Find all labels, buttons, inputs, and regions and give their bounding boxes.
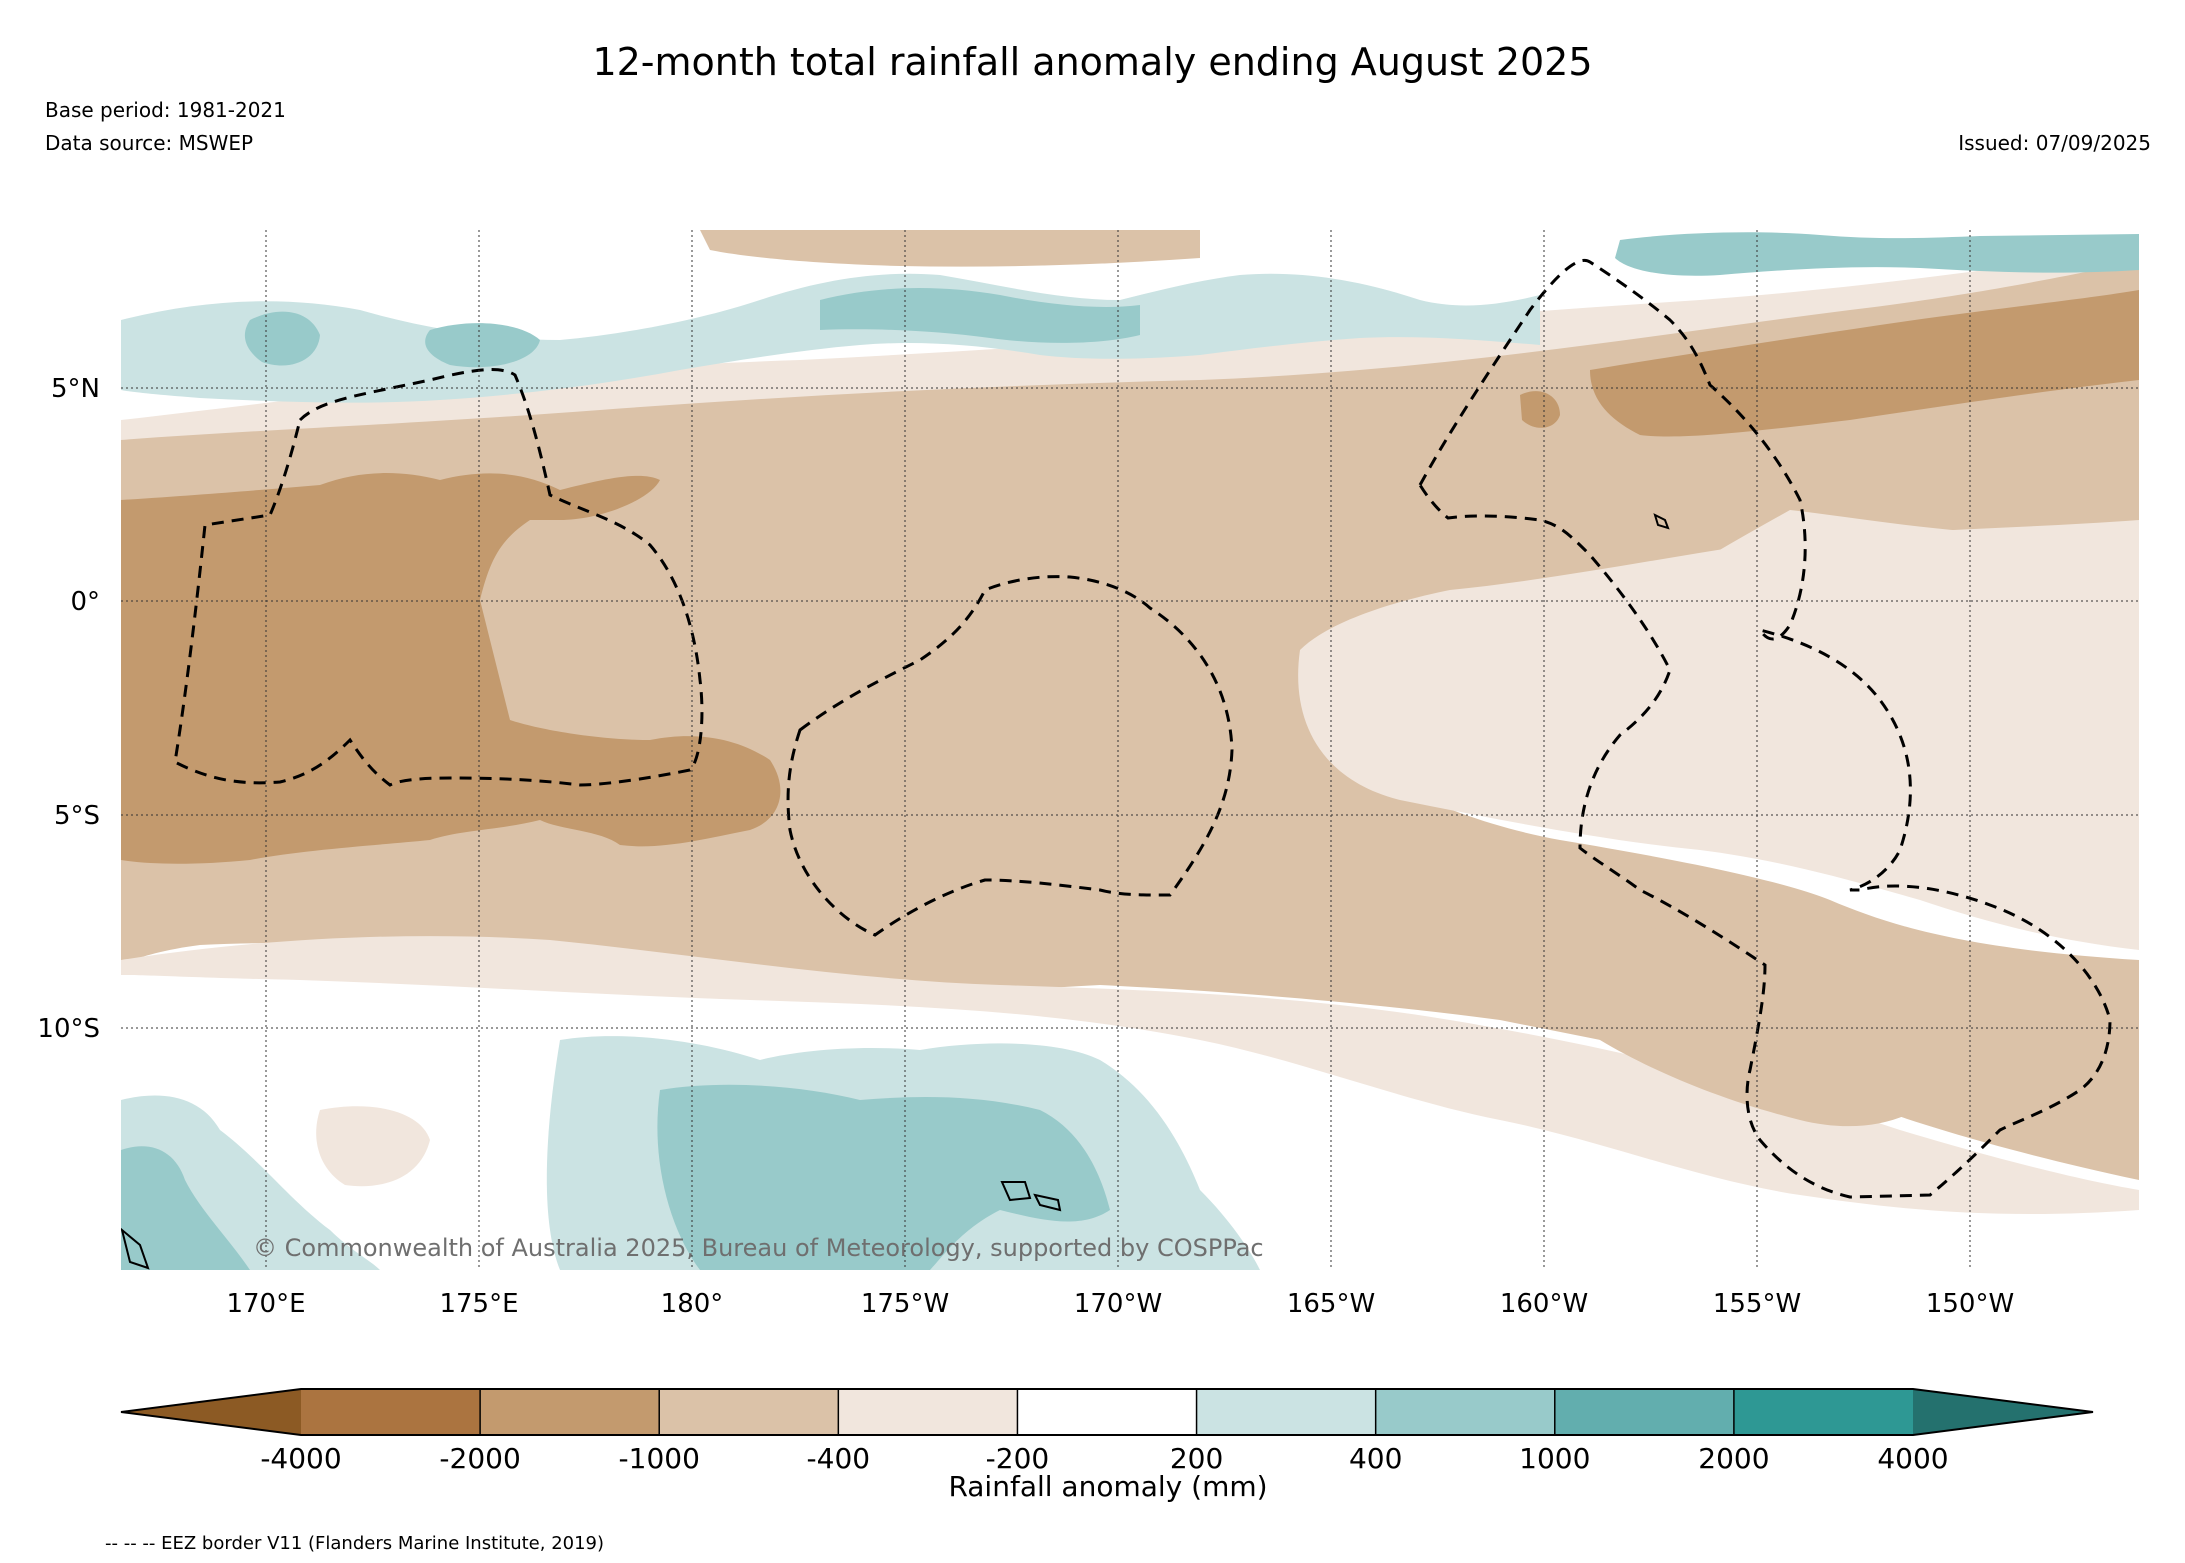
island-outline-3 [1653,513,1670,530]
lon-label-155w: 155°W [1713,1289,1801,1319]
colorbar-segment [1733,1389,1914,1435]
anomaly-patch-southeast [1533,926,1960,1127]
colorbar-segment [659,1389,839,1435]
lat-label-0: 0° [70,587,100,617]
data-source: Data source: MSWEP [45,131,254,155]
island-outline-1 [1000,1181,1032,1202]
anomaly-region-north-wet [820,288,1140,343]
island-outline-2 [1033,1193,1062,1212]
anomaly-patch-north-wet-west [244,311,320,366]
gridlines [121,230,2139,1270]
lat-label-10s: 10°S [37,1014,100,1044]
colorbar-extend-high [1913,1389,2093,1435]
anomaly-field: © Commonwealth of Australia 2025, Bureau… [121,230,2139,1270]
eez-legend-note: -- -- -- EEZ border V11 (Flanders Marine… [105,1533,605,1554]
colorbar-segment [1375,1389,1556,1435]
colorbar-title: Rainfall anomaly (mm) [948,1470,1267,1503]
eez-border-phoenix [786,575,1234,937]
colorbar-tick-label: 1000 [1519,1442,1590,1475]
colorbar: -4000 -2000 -1000 -400 -200 200 400 1000 2000 400… [120,1388,2094,1475]
eez-border-line-islands [1418,258,2112,1199]
eez-border-tarawa [173,368,704,787]
map-title: 12-month total rainfall anomaly ending A… [592,40,1593,84]
lon-labels: 170°E 175°E 180° 175°W 170°W 165°W 160°W… [226,1289,2014,1319]
lon-label-160w: 160°W [1500,1289,1588,1319]
colorbar-extend-low [121,1389,301,1435]
lon-label-165w: 165°W [1287,1289,1375,1319]
anomaly-region-east-light [1298,520,2139,950]
colorbar-segment [1017,1389,1198,1435]
lon-label-170e: 170°E [226,1289,305,1319]
anomaly-region-south-wet [657,1084,1110,1270]
colorbar-segment [1554,1389,1735,1435]
colorbar-tick-label: 2000 [1698,1442,1769,1475]
colorbar-tick-label: -200 [986,1442,1050,1475]
eez-borders [173,258,2112,1199]
anomaly-patch-north-wet-east [1615,232,2139,276]
lon-label-180: 180° [661,1289,724,1319]
copyright-notice: © Commonwealth of Australia 2025, Bureau… [253,1234,1264,1262]
lat-labels: 5°N 0° 5°S 10°S [37,374,100,1044]
colorbar-segment [480,1389,660,1435]
lon-label-175e: 175°E [439,1289,518,1319]
lat-label-5n: 5°N [51,374,100,404]
colorbar-tick-label: 200 [1170,1442,1223,1475]
anomaly-patch-northeast-small [1520,391,1560,428]
base-period: Base period: 1981-2021 [45,98,286,122]
colorbar-tick-label: -4000 [260,1442,341,1475]
colorbar-segment [301,1389,481,1435]
colorbar-tick-label: 400 [1349,1442,1402,1475]
island-outlines [121,513,1670,1270]
anomaly-region-west-dark [121,473,781,864]
colorbar-outline [120,1388,2094,1436]
issued-date: Issued: 07/09/2025 [1958,131,2151,155]
colorbar-tick-label: -1000 [619,1442,700,1475]
anomaly-region-south-light [121,936,2139,1215]
anomaly-region-southwest-wet [121,1146,250,1270]
lon-label-170w: 170°W [1074,1289,1162,1319]
anomaly-patch-southwest-dry [316,1106,430,1187]
lon-label-175w: 175°W [861,1289,949,1319]
anomaly-patch-north-wet-center [425,323,540,368]
colorbar-tick-label: 4000 [1877,1442,1948,1475]
anomaly-patch-north-dry-top [700,230,1200,267]
colorbar-segment [1196,1389,1377,1435]
colorbar-segment [838,1389,1018,1435]
colorbar-tick-label: -400 [807,1442,871,1475]
lat-label-5s: 5°S [54,801,100,831]
lon-label-150w: 150°W [1926,1289,2014,1319]
colorbar-tick-label: -2000 [439,1442,520,1475]
island-outline-4 [121,1227,150,1270]
